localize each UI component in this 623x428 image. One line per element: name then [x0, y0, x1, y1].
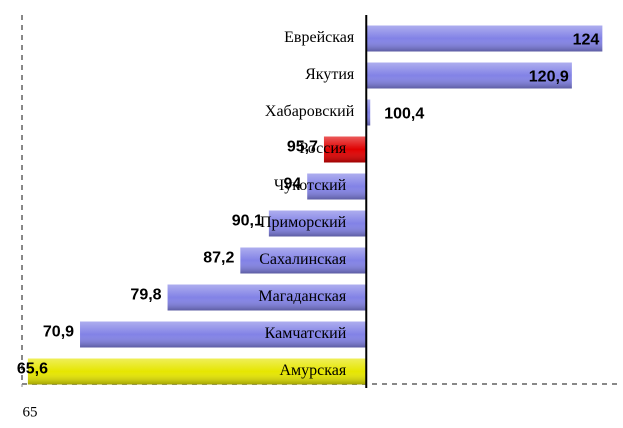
- value-label: 120,9: [529, 69, 569, 86]
- bar-shade: [167, 284, 367, 311]
- value-label: 90,1: [232, 213, 263, 230]
- category-label: Чукотский: [274, 177, 347, 194]
- category-label: Хабаровский: [265, 103, 355, 120]
- category-label: Магаданская: [258, 288, 347, 305]
- bar-shade: [307, 173, 367, 200]
- category-label: Амурская: [279, 362, 346, 379]
- bar-shade: [27, 358, 367, 385]
- value-label: 70,9: [43, 324, 74, 341]
- value-label: 87,2: [203, 250, 234, 267]
- value-label: 95,7: [287, 139, 318, 156]
- category-label: Камчатский: [265, 325, 347, 342]
- category-label: Еврейская: [284, 29, 355, 46]
- bar-shade: [366, 99, 371, 126]
- value-label: 79,8: [130, 287, 161, 304]
- value-label: 100,4: [384, 106, 424, 123]
- bar-shade: [80, 321, 367, 348]
- category-label: Россия: [299, 140, 347, 157]
- bar-shade: [366, 25, 603, 52]
- value-label: 124: [573, 32, 600, 49]
- category-label: Якутия: [305, 66, 355, 83]
- value-label: 65,6: [17, 361, 48, 378]
- bar-shade: [268, 210, 367, 237]
- x-tick-label: 65: [23, 404, 38, 420]
- bar-shade: [323, 136, 367, 163]
- bar-shade: [366, 62, 572, 89]
- bar-shade: [240, 247, 367, 274]
- category-label: Приморский: [260, 214, 347, 231]
- value-label: 94: [283, 176, 301, 193]
- category-label: Сахалинская: [259, 251, 347, 268]
